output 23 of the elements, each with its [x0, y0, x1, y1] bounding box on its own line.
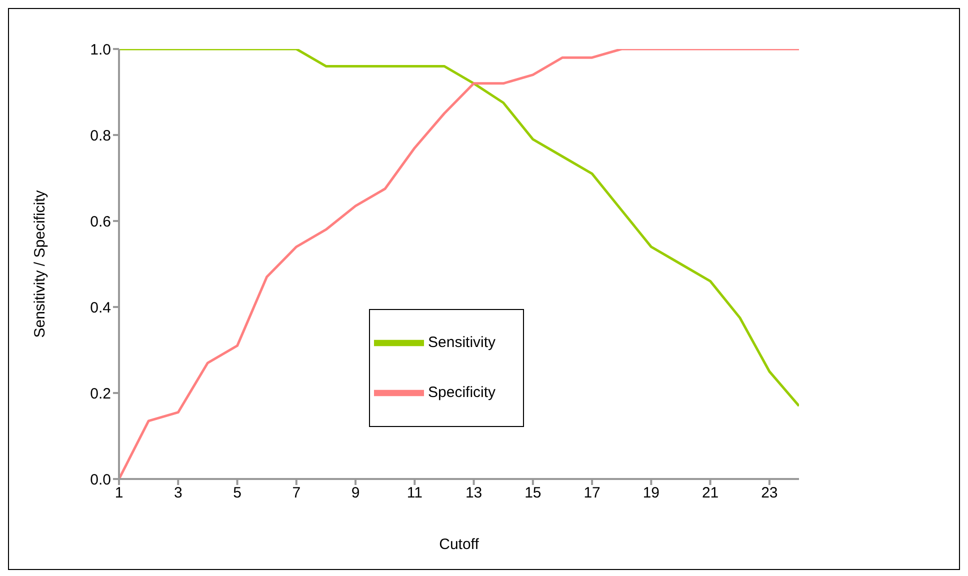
x-tick-label: 13 — [465, 484, 482, 502]
x-tick-label: 15 — [524, 484, 542, 502]
y-tick-label: 0.6 — [90, 213, 111, 230]
x-tick-label: 11 — [406, 484, 422, 502]
x-tick-label: 19 — [642, 484, 660, 502]
y-axis-title: Sensitivity / Specificity — [31, 190, 48, 338]
x-tick-label: 7 — [292, 484, 301, 502]
x-tick-label: 21 — [702, 484, 719, 502]
y-tick-label: 0.2 — [90, 385, 111, 402]
y-tick-label: 0.8 — [90, 127, 111, 144]
y-tick-label: 0.4 — [90, 299, 111, 316]
x-tick-label: 23 — [761, 484, 778, 502]
x-tick-label: 3 — [174, 484, 182, 502]
x-tick-label: 1 — [114, 484, 124, 502]
x-tick-label: 17 — [584, 484, 600, 502]
x-tick-label: 5 — [233, 484, 242, 502]
y-tick-label: 0.0 — [90, 471, 111, 488]
legend-label: Specificity — [428, 384, 496, 402]
line-series — [119, 49, 799, 408]
y-tick-label: 1.0 — [90, 41, 111, 58]
x-axis-title: Cutoff — [439, 536, 480, 553]
legend-label: Sensitivity — [428, 334, 496, 352]
x-tick-label: 9 — [351, 484, 360, 502]
